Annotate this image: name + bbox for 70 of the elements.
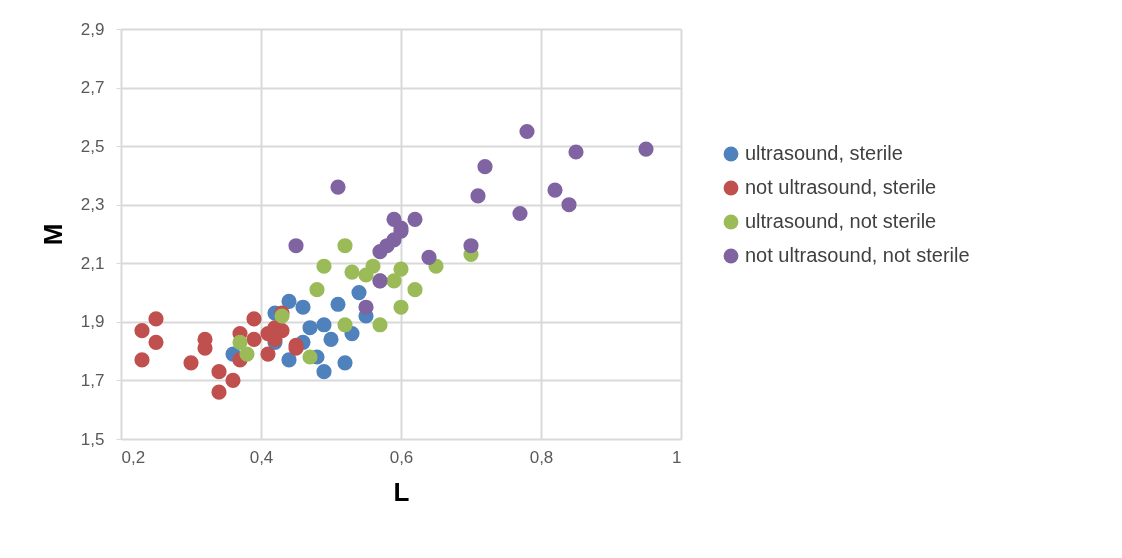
y-tick-label: 1,7 bbox=[80, 370, 105, 390]
point bbox=[393, 299, 409, 315]
point bbox=[337, 238, 353, 254]
y-tick-label: 2,5 bbox=[80, 136, 105, 156]
y-tick-label: 1,9 bbox=[80, 312, 105, 332]
point bbox=[316, 317, 332, 333]
point bbox=[246, 331, 262, 347]
point bbox=[134, 352, 150, 368]
y-tick-label: 2,7 bbox=[80, 78, 105, 98]
point bbox=[358, 299, 374, 315]
point bbox=[421, 249, 437, 265]
point bbox=[246, 311, 262, 327]
point bbox=[148, 334, 164, 350]
point bbox=[302, 349, 318, 365]
point bbox=[337, 317, 353, 333]
point bbox=[134, 323, 150, 339]
point bbox=[351, 285, 367, 301]
legend-label: ultrasound, not sterile bbox=[745, 210, 937, 232]
point bbox=[281, 352, 297, 368]
point bbox=[316, 364, 332, 380]
point bbox=[407, 211, 423, 227]
point bbox=[372, 317, 388, 333]
x-tick-label: 0,6 bbox=[389, 447, 414, 467]
point bbox=[470, 188, 486, 204]
point bbox=[407, 282, 423, 298]
x-tick-label: 0,4 bbox=[249, 447, 274, 467]
point bbox=[309, 282, 325, 298]
point bbox=[211, 364, 227, 380]
point bbox=[183, 355, 199, 371]
legend-label: not ultrasound, sterile bbox=[745, 176, 937, 198]
point bbox=[281, 293, 297, 309]
point bbox=[330, 296, 346, 312]
point bbox=[148, 311, 164, 327]
point bbox=[288, 238, 304, 254]
x-tick-label: 0,2 bbox=[121, 447, 146, 467]
point bbox=[225, 372, 241, 388]
point bbox=[330, 179, 346, 195]
point bbox=[260, 346, 276, 362]
point bbox=[358, 267, 374, 283]
point bbox=[477, 159, 493, 175]
point bbox=[638, 141, 654, 157]
point bbox=[561, 197, 577, 213]
y-tick-label: 2,3 bbox=[80, 195, 105, 215]
point bbox=[568, 144, 584, 160]
y-tick-label: 1,5 bbox=[80, 429, 105, 449]
point bbox=[344, 264, 360, 280]
point bbox=[372, 244, 388, 260]
point bbox=[211, 384, 227, 400]
point bbox=[386, 211, 402, 227]
point bbox=[316, 258, 332, 274]
point bbox=[519, 123, 535, 140]
point bbox=[295, 299, 311, 315]
point bbox=[302, 320, 318, 336]
point bbox=[463, 238, 479, 254]
legend-label: not ultrasound, not sterile bbox=[745, 244, 970, 266]
y-axis-title: M bbox=[37, 223, 68, 246]
x-axis-title: L bbox=[393, 476, 410, 507]
x-tick-label: 1 bbox=[672, 447, 682, 467]
y-tick-label: 2,1 bbox=[80, 253, 105, 273]
point bbox=[393, 261, 409, 277]
point bbox=[512, 205, 528, 222]
point bbox=[547, 182, 563, 198]
point bbox=[386, 273, 402, 289]
point bbox=[239, 346, 255, 362]
y-tick-label: 2,9 bbox=[80, 19, 105, 39]
point bbox=[337, 355, 353, 371]
point bbox=[323, 331, 339, 347]
point bbox=[232, 334, 248, 350]
legend-label: ultrasound, sterile bbox=[745, 142, 903, 164]
x-tick-label: 0,8 bbox=[529, 447, 554, 467]
